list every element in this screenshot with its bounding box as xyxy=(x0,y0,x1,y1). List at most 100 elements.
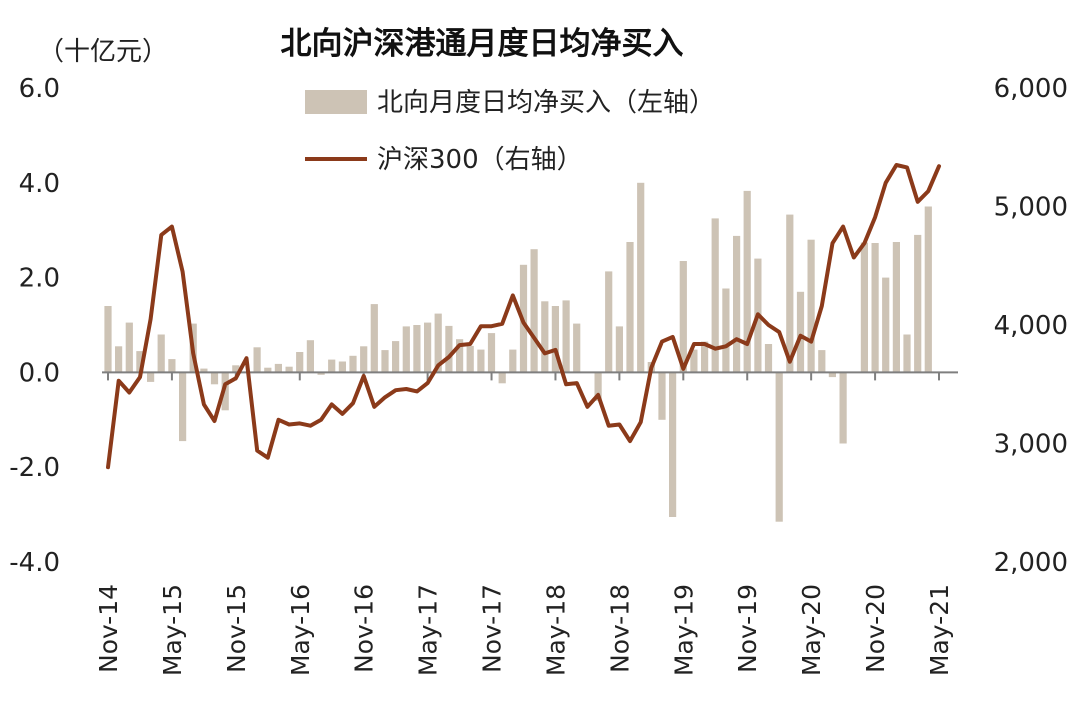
bar xyxy=(253,347,261,373)
bar xyxy=(892,242,900,373)
x-tick-label: May-20 xyxy=(797,584,826,676)
x-tick-label: Nov-17 xyxy=(478,584,507,673)
x-tick-label: Nov-19 xyxy=(733,584,762,673)
bar xyxy=(413,325,421,373)
left-tick-label: 6.0 xyxy=(19,74,60,104)
bar xyxy=(338,361,346,373)
x-tick-label: Nov-15 xyxy=(222,584,251,673)
x-tick-label: May-17 xyxy=(414,584,443,676)
bar xyxy=(317,372,325,375)
legend-bar-label: 北向月度日均净买入（左轴） xyxy=(377,88,715,118)
bar xyxy=(370,304,378,373)
x-tick-label: May-18 xyxy=(542,584,571,676)
bar xyxy=(615,326,623,373)
bar xyxy=(147,372,155,382)
bar xyxy=(562,300,570,373)
right-tick-label: 6,000 xyxy=(994,74,1068,104)
bar xyxy=(743,190,751,373)
x-tick-label: May-15 xyxy=(158,584,187,676)
bar xyxy=(210,372,219,385)
bar xyxy=(679,261,687,373)
bar xyxy=(733,235,741,373)
bar xyxy=(626,242,634,373)
x-axis-ticks: Nov-14 May-15 Nov-15 May-16 Nov-16 May-17 Nov-… xyxy=(94,584,954,676)
bar xyxy=(924,206,932,373)
x-tick-label: May-21 xyxy=(925,584,954,676)
chart-title: 北向沪深港通月度日均净买入 xyxy=(281,26,684,62)
bar xyxy=(125,322,133,373)
bar xyxy=(466,345,474,373)
x-tick-label: May-16 xyxy=(286,584,315,676)
x-tick-label: Nov-14 xyxy=(94,584,123,673)
bar xyxy=(669,372,677,517)
bar xyxy=(605,271,613,373)
bar xyxy=(200,368,208,373)
bar xyxy=(434,313,442,373)
bar xyxy=(296,352,304,373)
right-tick-label: 5,000 xyxy=(994,193,1068,223)
bar xyxy=(477,349,485,373)
bar xyxy=(402,326,410,373)
bar xyxy=(264,367,272,373)
bar xyxy=(115,346,123,373)
bar xyxy=(328,359,336,373)
x-tick-label: Nov-18 xyxy=(605,584,634,673)
left-tick-label: 4.0 xyxy=(19,169,60,199)
right-tick-label: 3,000 xyxy=(994,430,1068,460)
bar xyxy=(360,346,368,373)
bar xyxy=(882,277,890,373)
hs300-line xyxy=(106,163,941,470)
bar xyxy=(551,306,559,373)
bar xyxy=(860,242,868,373)
x-tick-label: Nov-20 xyxy=(861,584,890,673)
legend-bar-swatch xyxy=(305,90,367,114)
bar xyxy=(445,325,453,373)
bar xyxy=(764,344,773,373)
line-series xyxy=(106,163,941,470)
bar xyxy=(157,334,165,373)
bar xyxy=(487,333,496,373)
bar xyxy=(498,372,506,384)
bar xyxy=(381,350,389,373)
bar xyxy=(903,334,911,373)
left-axis-ticks: 6.0 4.0 2.0 0.0 -2.0 -4.0 xyxy=(9,74,60,578)
bar xyxy=(274,363,282,373)
bar xyxy=(722,288,730,373)
bar xyxy=(509,349,517,373)
bar xyxy=(168,359,176,373)
bar xyxy=(690,349,698,373)
right-tick-label: 4,000 xyxy=(994,311,1068,341)
bar xyxy=(839,372,847,444)
bar xyxy=(658,372,666,420)
bar xyxy=(104,306,112,373)
bar xyxy=(828,372,836,378)
legend: 北向月度日均净买入（左轴） 沪深300（右轴） xyxy=(305,88,715,175)
bar xyxy=(914,234,922,373)
bar xyxy=(796,291,805,373)
bar xyxy=(818,350,826,373)
x-tick-label: May-19 xyxy=(669,584,698,676)
bar xyxy=(594,372,602,401)
bar xyxy=(179,372,187,442)
bar xyxy=(637,182,645,373)
bar xyxy=(285,366,293,373)
bar xyxy=(786,214,794,373)
bar xyxy=(775,372,783,522)
left-tick-label: -4.0 xyxy=(9,548,60,578)
bar xyxy=(349,355,357,373)
bar xyxy=(871,243,879,373)
x-tick-label: Nov-16 xyxy=(350,584,379,673)
bar xyxy=(711,218,719,373)
bar xyxy=(456,339,464,373)
bar xyxy=(573,323,581,373)
bar xyxy=(701,341,709,373)
left-tick-label: 0.0 xyxy=(19,358,60,388)
legend-line-label: 沪深300（右轴） xyxy=(377,145,583,175)
bar xyxy=(136,351,144,373)
bar xyxy=(807,239,815,373)
bar xyxy=(541,301,549,373)
right-tick-label: 2,000 xyxy=(994,548,1068,578)
bar xyxy=(424,322,432,373)
bar xyxy=(392,341,400,373)
